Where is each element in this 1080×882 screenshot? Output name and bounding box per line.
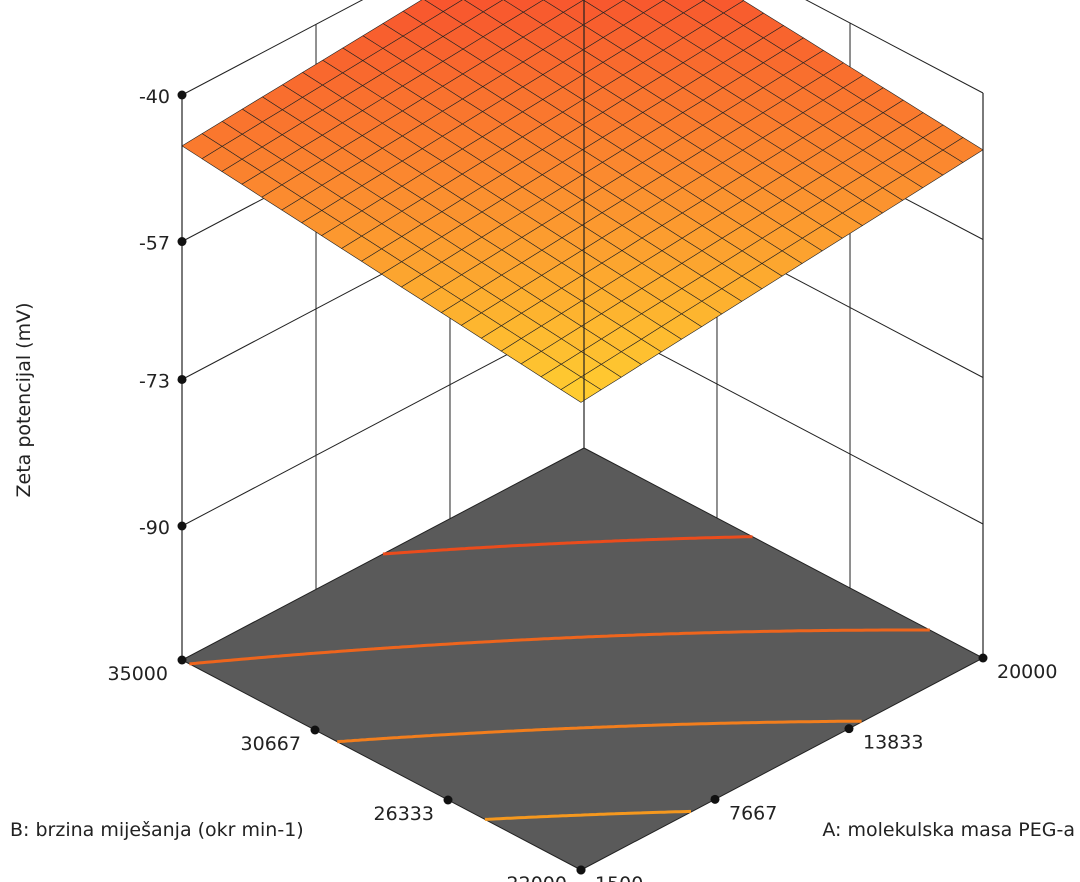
- x-tick-label-2: 13833: [863, 732, 923, 754]
- contour-line-2: [189, 628, 930, 666]
- z-tick-mark-0: [177, 521, 187, 531]
- x-tick-label-1: 7667: [729, 802, 777, 824]
- y-tick-label-3: 35000: [108, 663, 168, 685]
- contour-line-3: [382, 535, 753, 556]
- y-axis-label: B: brzina miješanja (okr min-1): [10, 819, 304, 841]
- axis-ticks: -90 -73 -57 -40 1500 7667 13833 20000 22000 26333…: [108, 86, 1058, 882]
- y-tick-mark-0: [576, 865, 586, 875]
- y-tick-mark-2: [310, 725, 320, 735]
- z-tick-label-1: -73: [139, 370, 170, 392]
- x-tick-mark-1: [710, 794, 720, 804]
- x-tick-mark-3: [978, 653, 988, 663]
- x-tick-label-0: 1500: [595, 873, 643, 882]
- surface-cell-0-0: [560, 376, 602, 403]
- x-axis-label: A: molekulska masa PEG-a: [822, 819, 1075, 841]
- x-tick-label-3: 20000: [997, 661, 1057, 683]
- z-tick-mark-3: [177, 90, 187, 100]
- response-surface: [181, 0, 984, 403]
- y-tick-mark-1: [443, 795, 453, 805]
- y-tick-label-2: 30667: [241, 733, 301, 755]
- contour-line-0: [484, 809, 692, 821]
- z-tick-mark-1: [177, 374, 187, 384]
- z-axis-label: Zeta potencijal (mV): [13, 302, 35, 497]
- z-tick-label-2: -57: [139, 233, 170, 255]
- floor-contours: [189, 535, 930, 821]
- y-tick-label-0: 22000: [507, 873, 567, 882]
- x-tick-mark-2: [844, 724, 854, 734]
- z-tick-mark-2: [177, 237, 187, 247]
- y-tick-mark-3: [177, 655, 187, 665]
- z-tick-label-3: -40: [139, 86, 170, 108]
- y-tick-label-1: 26333: [374, 803, 434, 825]
- z-tick-label-0: -90: [139, 517, 170, 539]
- contour-line-1: [337, 719, 862, 744]
